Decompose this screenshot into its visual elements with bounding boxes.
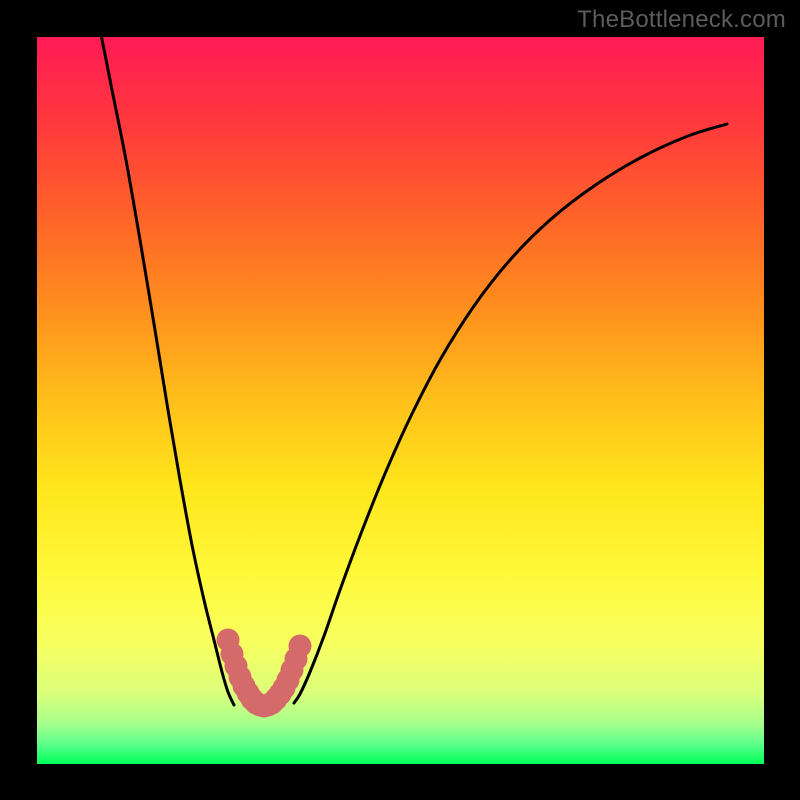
curve-left	[90, 37, 234, 705]
watermark-text: TheBottleneck.com	[577, 6, 786, 34]
plot-area	[37, 37, 764, 764]
valley-marker	[217, 629, 312, 718]
curve-right	[294, 124, 727, 703]
curve-layer	[37, 37, 764, 764]
